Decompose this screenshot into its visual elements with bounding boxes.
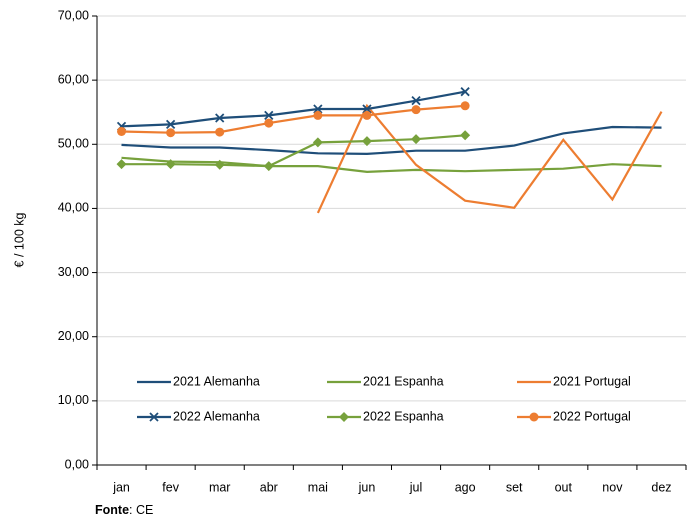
x-tick-label: fev: [162, 480, 179, 494]
y-tick-label: 60,00: [58, 72, 89, 86]
legend-label: 2022 Alemanha: [173, 409, 260, 423]
source-label: Fonte: [95, 503, 129, 517]
x-tick-label: set: [506, 480, 523, 494]
legend-label: 2021 Alemanha: [173, 374, 260, 388]
series-marker: [362, 104, 372, 114]
x-tick-label: mar: [209, 480, 231, 494]
series-marker: [313, 104, 323, 114]
x-tick-label: jan: [112, 480, 130, 494]
series-marker: [165, 159, 176, 170]
legend-marker: [529, 412, 539, 422]
y-tick-label: 40,00: [58, 201, 89, 215]
series-marker: [214, 159, 225, 170]
series-marker: [460, 130, 471, 141]
source-text: : CE: [129, 503, 153, 517]
y-tick-label: 50,00: [58, 137, 89, 151]
legend-label: 2021 Portugal: [553, 374, 631, 388]
x-tick-label: abr: [260, 480, 278, 494]
y-axis-label: € / 100 kg: [12, 213, 26, 268]
x-tick-label: mai: [308, 480, 328, 494]
x-tick-label: dez: [651, 480, 671, 494]
series-marker: [116, 159, 127, 170]
series-marker: [411, 134, 422, 145]
series-line: [121, 90, 466, 128]
series-line: [121, 156, 662, 174]
y-tick-label: 20,00: [58, 329, 89, 343]
legend-marker: [149, 412, 159, 422]
series-line: [316, 103, 663, 214]
series-marker: [117, 126, 127, 136]
series-line: [121, 134, 466, 168]
series-line: [121, 104, 466, 134]
source: Fonte: CE: [95, 503, 153, 517]
series-marker: [215, 113, 225, 123]
y-tick-label: 70,00: [58, 8, 89, 22]
x-tick-label: jul: [409, 480, 423, 494]
series-marker: [460, 87, 470, 97]
legend-label: 2022 Portugal: [553, 409, 631, 423]
x-tick-label: nov: [602, 480, 623, 494]
series-marker: [460, 101, 470, 111]
y-tick-label: 30,00: [58, 265, 89, 279]
series-marker: [312, 137, 323, 148]
legend-marker: [339, 412, 349, 422]
series-marker: [411, 96, 421, 106]
x-tick-label: out: [555, 480, 573, 494]
legend-label: 2021 Espanha: [363, 374, 444, 388]
series-line: [121, 125, 662, 156]
series-marker: [411, 105, 421, 115]
series-marker: [361, 136, 372, 147]
series-marker: [313, 110, 323, 120]
x-tick-label: ago: [455, 480, 476, 494]
series-marker: [165, 119, 176, 130]
series-marker: [264, 118, 274, 128]
series-marker: [166, 128, 176, 138]
series-marker: [263, 161, 274, 172]
series-marker: [264, 110, 274, 121]
legend-label: 2022 Espanha: [363, 409, 444, 423]
series-marker: [362, 110, 372, 120]
y-tick-label: 0,00: [65, 457, 89, 471]
x-tick-label: jun: [358, 480, 376, 494]
series-marker: [215, 127, 225, 137]
y-tick-label: 10,00: [58, 393, 89, 407]
